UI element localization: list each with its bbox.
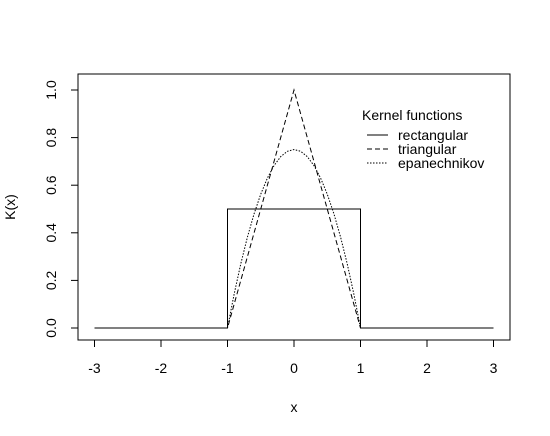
x-tick-label: -3 (88, 360, 101, 376)
series-layer (94, 88, 494, 329)
y-tick-label: 0.8 (43, 128, 59, 148)
y-axis-label: K(x) (2, 194, 18, 220)
x-tick-label: -1 (221, 360, 234, 376)
y-tick-label: 0.4 (43, 223, 59, 243)
y-tick-label: 0.2 (43, 270, 59, 290)
x-tick-label: 1 (357, 360, 365, 376)
x-axis: -3 -2 -1 0 1 2 3 (88, 339, 498, 376)
series-line-epanechnikov (227, 148, 361, 329)
legend-entry-label: triangular (398, 141, 457, 157)
legend-entry-label: rectangular (398, 127, 468, 143)
y-tick-label: 0.0 (43, 318, 59, 338)
x-tick-label: -2 (155, 360, 168, 376)
x-tick-label: 3 (490, 360, 498, 376)
legend-title: Kernel functions (362, 107, 462, 123)
x-axis-label: x (291, 399, 298, 415)
x-tick-label: 0 (290, 360, 298, 376)
series-line-triangular (94, 88, 494, 329)
legend: Kernel functions rectangulartriangularep… (362, 107, 484, 171)
y-tick-label: 1.0 (43, 80, 59, 100)
y-axis: 0.0 0.2 0.4 0.6 0.8 1.0 (43, 80, 79, 338)
y-tick-label: 0.6 (43, 175, 59, 195)
legend-entry-label: epanechnikov (398, 155, 484, 171)
x-tick-label: 2 (423, 360, 431, 376)
series-line-rectangular (94, 208, 494, 329)
